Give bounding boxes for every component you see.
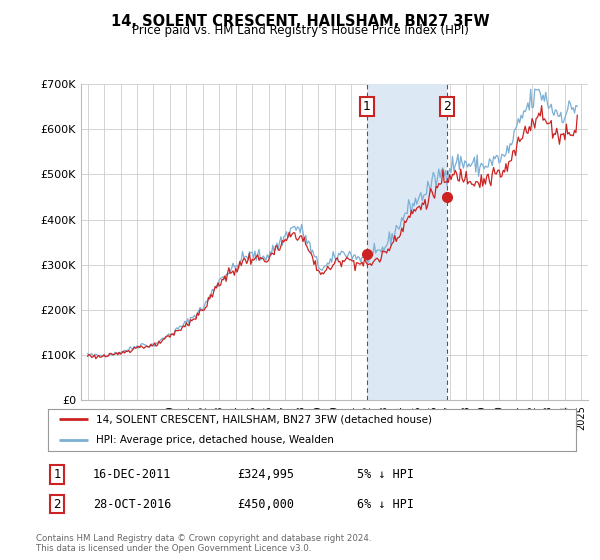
Text: 1: 1: [363, 100, 371, 113]
Text: Price paid vs. HM Land Registry's House Price Index (HPI): Price paid vs. HM Land Registry's House …: [131, 24, 469, 37]
Text: Contains HM Land Registry data © Crown copyright and database right 2024.
This d: Contains HM Land Registry data © Crown c…: [36, 534, 371, 553]
Text: 1: 1: [53, 468, 61, 482]
Bar: [367, 84, 447, 400]
Text: 5% ↓ HPI: 5% ↓ HPI: [357, 468, 414, 482]
Text: 28-OCT-2016: 28-OCT-2016: [93, 497, 172, 511]
Text: HPI: Average price, detached house, Wealden: HPI: Average price, detached house, Weal…: [95, 435, 334, 445]
Text: 16-DEC-2011: 16-DEC-2011: [93, 468, 172, 482]
Text: 2: 2: [443, 100, 451, 113]
Text: 2: 2: [53, 497, 61, 511]
Text: £324,995: £324,995: [237, 468, 294, 482]
Text: 14, SOLENT CRESCENT, HAILSHAM, BN27 3FW: 14, SOLENT CRESCENT, HAILSHAM, BN27 3FW: [110, 14, 490, 29]
Text: £450,000: £450,000: [237, 497, 294, 511]
Text: 14, SOLENT CRESCENT, HAILSHAM, BN27 3FW (detached house): 14, SOLENT CRESCENT, HAILSHAM, BN27 3FW …: [95, 414, 431, 424]
Text: 6% ↓ HPI: 6% ↓ HPI: [357, 497, 414, 511]
